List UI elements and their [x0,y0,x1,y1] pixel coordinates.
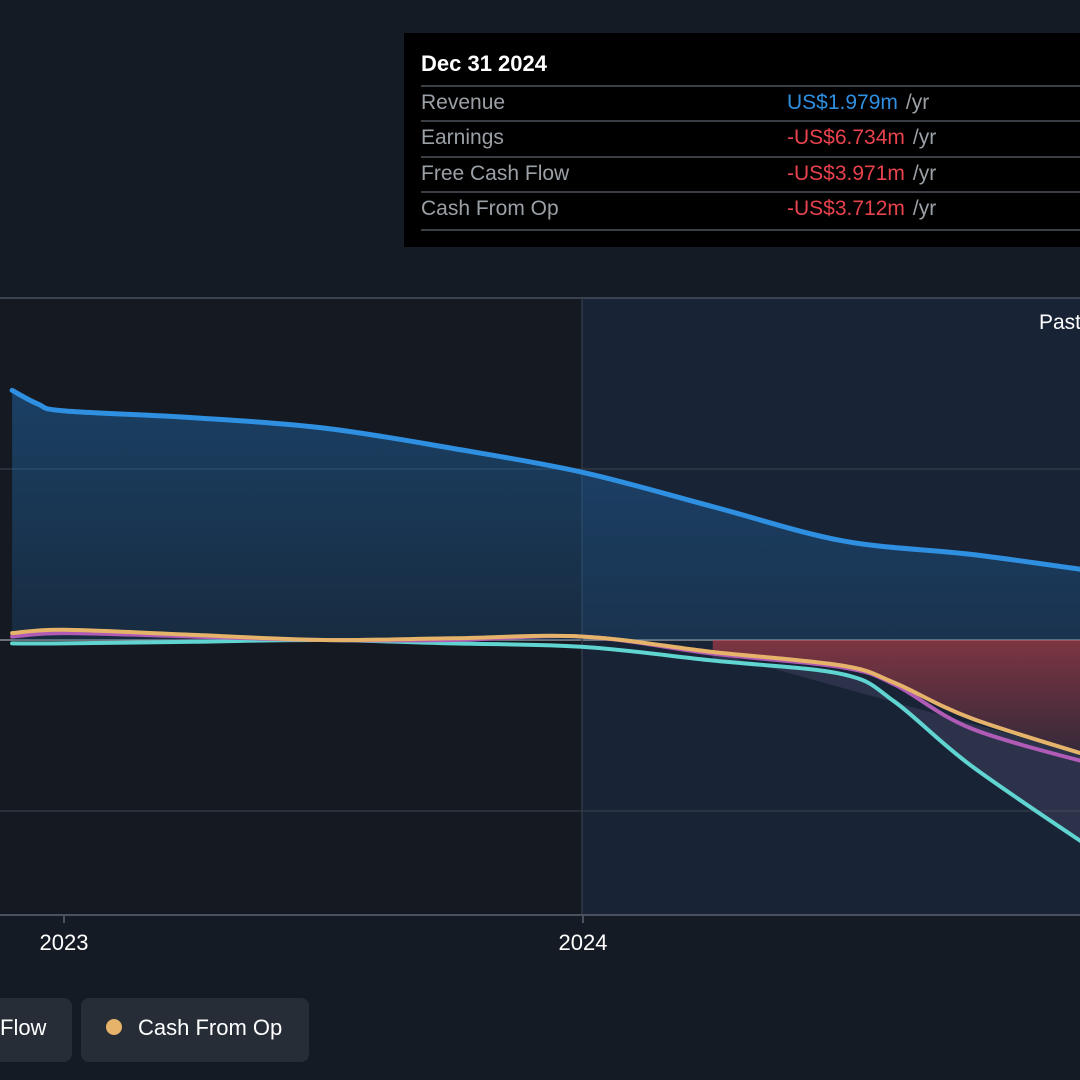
x-tick-label: 2024 [559,930,608,955]
tooltip-label: Earnings [421,126,504,149]
legend-item-free-cash-flow[interactable]: Flow [0,998,72,1062]
tooltip-value-earnings: -US$6.734m/yr [787,126,937,149]
fcf-negative-area [712,651,1080,841]
tooltip-value-cash-from-op: -US$3.712m/yr [787,197,937,220]
earnings-negative-area [712,640,1080,753]
legend-label: Flow [0,1015,47,1040]
tooltip-divider [421,229,1080,231]
series-line-revenue [9,387,1080,572]
tooltip-label: Revenue [421,91,506,114]
tooltip-label: Cash From Op [421,197,559,220]
revenue-area [12,390,1080,640]
tooltip-panel: Dec 31 2024 Revenue US$1.979m/yr Earning… [404,33,1080,247]
past-region-label: Past [1039,311,1080,334]
tooltip-row-free-cash-flow: Free Cash Flow -US$3.971m/yr [421,156,1080,194]
tooltip-value-revenue: US$1.979m/yr [787,91,930,114]
series-line-cash-from-op [10,627,1080,756]
tooltip-label: Free Cash Flow [421,162,570,185]
series-line-free-cash-flow [10,637,1080,844]
legend-dot-icon [106,1019,122,1035]
tooltip-row-cash-from-op: Cash From Op -US$3.712m/yr [421,191,1080,229]
x-tick-label: 2023 [40,930,89,955]
tooltip-row-revenue: Revenue US$1.979m/yr [421,85,1080,123]
legend-label: Cash From Op [138,1015,283,1040]
tooltip-row-earnings: Earnings -US$6.734m/yr [421,120,1080,158]
tooltip-value-free-cash-flow: -US$3.971m/yr [787,162,937,185]
legend-item-cash-from-op[interactable]: Cash From Op [81,998,309,1062]
tooltip-date: Dec 31 2024 [421,51,547,76]
